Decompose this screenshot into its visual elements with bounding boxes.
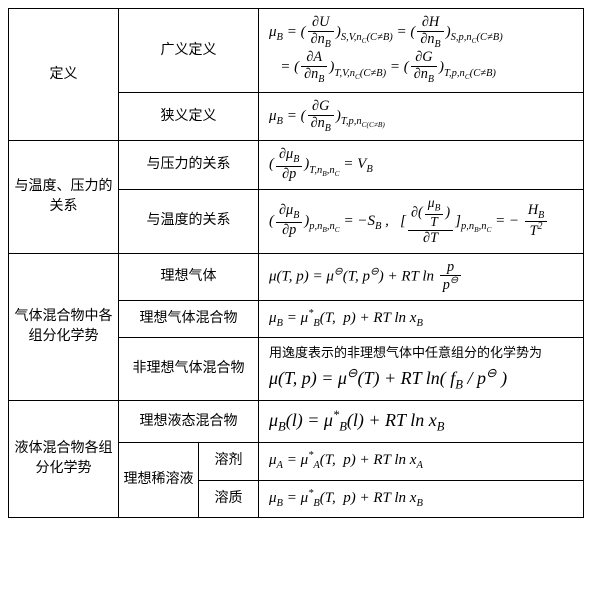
formula-cell: μB = μ*B(T, p) + RT ln xB <box>259 480 584 518</box>
sub-label: 与压力的关系 <box>119 141 259 189</box>
formula-cell: 用逸度表示的非理想气体中任意组分的化学势为μ(T, p) = μ⊖(T) + R… <box>259 338 584 400</box>
table-row: 与温度、压力的关系与压力的关系(∂μB∂p)T,nB,nC = VB <box>9 141 584 189</box>
row-group-label: 定义 <box>9 9 119 141</box>
sub-label: 广义定义 <box>119 9 259 93</box>
formula-cell: μB = (∂G∂nB)T,p,nC(C≠B) <box>259 92 584 140</box>
formula-cell: μB(l) = μ*B(l) + RT ln xB <box>259 400 584 442</box>
row-group-label: 液体混合物各组分化学势 <box>9 400 119 518</box>
row-group-label: 与温度、压力的关系 <box>9 141 119 253</box>
table-row: 液体混合物各组分化学势理想液态混合物μB(l) = μ*B(l) + RT ln… <box>9 400 584 442</box>
table-body: 定义广义定义μB = (∂U∂nB)S,V,nC(C≠B) = (∂H∂nB)S… <box>9 9 584 518</box>
sub-label: 与温度的关系 <box>119 189 259 253</box>
table-row: 气体混合物中各组分化学势理想气体μ(T, p) = μ⊖(T, p⊖) + RT… <box>9 253 584 300</box>
table-row: 定义广义定义μB = (∂U∂nB)S,V,nC(C≠B) = (∂H∂nB)S… <box>9 9 584 93</box>
row-group-label: 气体混合物中各组分化学势 <box>9 253 119 400</box>
sub-label: 理想气体 <box>119 253 259 300</box>
formula-cell: μ(T, p) = μ⊖(T, p⊖) + RT ln pp⊖ <box>259 253 584 300</box>
inner-label: 溶质 <box>199 480 259 518</box>
formula-cell: μB = μ*B(T, p) + RT ln xB <box>259 300 584 338</box>
sub-label: 理想稀溶液 <box>119 442 199 517</box>
formula-cell: μA = μ*A(T, p) + RT ln xA <box>259 442 584 480</box>
formula-cell: (∂μB∂p)p,nB,nC = −SB , [∂(μBT)∂T]p,nB,nC… <box>259 189 584 253</box>
sub-label: 理想液态混合物 <box>119 400 259 442</box>
formula-cell: (∂μB∂p)T,nB,nC = VB <box>259 141 584 189</box>
inner-label: 溶剂 <box>199 442 259 480</box>
sub-label: 理想气体混合物 <box>119 300 259 338</box>
chemistry-potential-table: 定义广义定义μB = (∂U∂nB)S,V,nC(C≠B) = (∂H∂nB)S… <box>8 8 584 518</box>
formula-cell: μB = (∂U∂nB)S,V,nC(C≠B) = (∂H∂nB)S,p,nC(… <box>259 9 584 93</box>
sub-label: 非理想气体混合物 <box>119 338 259 400</box>
sub-label: 狭义定义 <box>119 92 259 140</box>
